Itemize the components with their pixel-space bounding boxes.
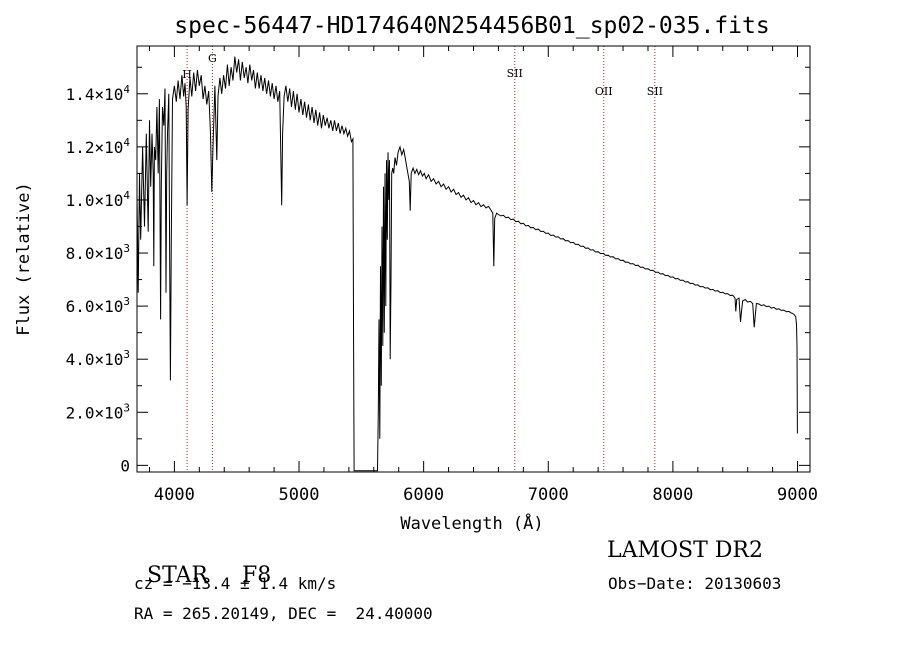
y-tick-label: 1.4×104 (66, 83, 131, 104)
line-marker-label: SII (647, 85, 663, 98)
coordinates-label: RA = 265.20149, DEC = 24.40000 (134, 604, 433, 623)
subclass-label: F8 (242, 563, 272, 588)
y-tick-label: 1.2×104 (66, 136, 131, 157)
y-tick-label: 4.0×103 (66, 348, 130, 369)
plot-frame (136, 45, 811, 473)
line-marker-label: H (182, 68, 192, 81)
x-tick-label: 7000 (528, 485, 569, 505)
line-marker-label: G (208, 52, 217, 65)
line-marker-label: SII (507, 67, 523, 80)
y-tick-exponent: 4 (123, 83, 130, 96)
spectral-line-markers: H G SII OII SII (182, 46, 663, 472)
y-tick-label: 2.0×103 (66, 401, 130, 422)
x-tick-label: 6000 (403, 485, 444, 505)
y-tick-label: 6.0×103 (66, 295, 130, 316)
y-tick-exponent: 3 (123, 295, 130, 308)
y-tick-exponent: 4 (123, 136, 130, 149)
y-axis-label: Flux (relative) (14, 182, 34, 336)
chart-title: spec-56447-HD174640N254456B01_sp02-035.f… (174, 13, 769, 39)
redshift-label: cz = −13.4 ± 1.4 km/s (134, 574, 337, 593)
x-tick-label: 8000 (652, 485, 693, 505)
spectrum-line (136, 56, 798, 472)
x-tick-label: 4000 (154, 485, 195, 505)
line-marker-label: OII (595, 85, 613, 98)
obs-date-label: Obs−Date: 20130603 (608, 574, 782, 593)
y-tick-exponent: 4 (123, 189, 130, 202)
y-tick-label: 0 (120, 456, 130, 475)
class-label: STAR (147, 563, 208, 588)
y-axis-ticks: 0 2.0×103 4.0×103 6.0×103 8.0×103 1.0×104 1.2×… (66, 66, 810, 475)
y-tick-exponent: 3 (123, 401, 130, 414)
object-class: STAR F8 (133, 538, 271, 588)
x-axis-ticks: 4000 5000 6000 7000 8000 9000 (148, 46, 818, 505)
x-tick-label: 9000 (777, 485, 818, 505)
survey-label: LAMOST DR2 (607, 538, 763, 563)
y-tick-exponent: 3 (123, 242, 130, 255)
x-tick-label: 5000 (279, 485, 320, 505)
y-tick-exponent: 3 (123, 348, 130, 361)
x-axis-label: Wavelength (Å) (400, 512, 543, 534)
y-tick-label: 8.0×103 (66, 242, 130, 263)
y-tick-label: 1.0×104 (66, 189, 131, 210)
